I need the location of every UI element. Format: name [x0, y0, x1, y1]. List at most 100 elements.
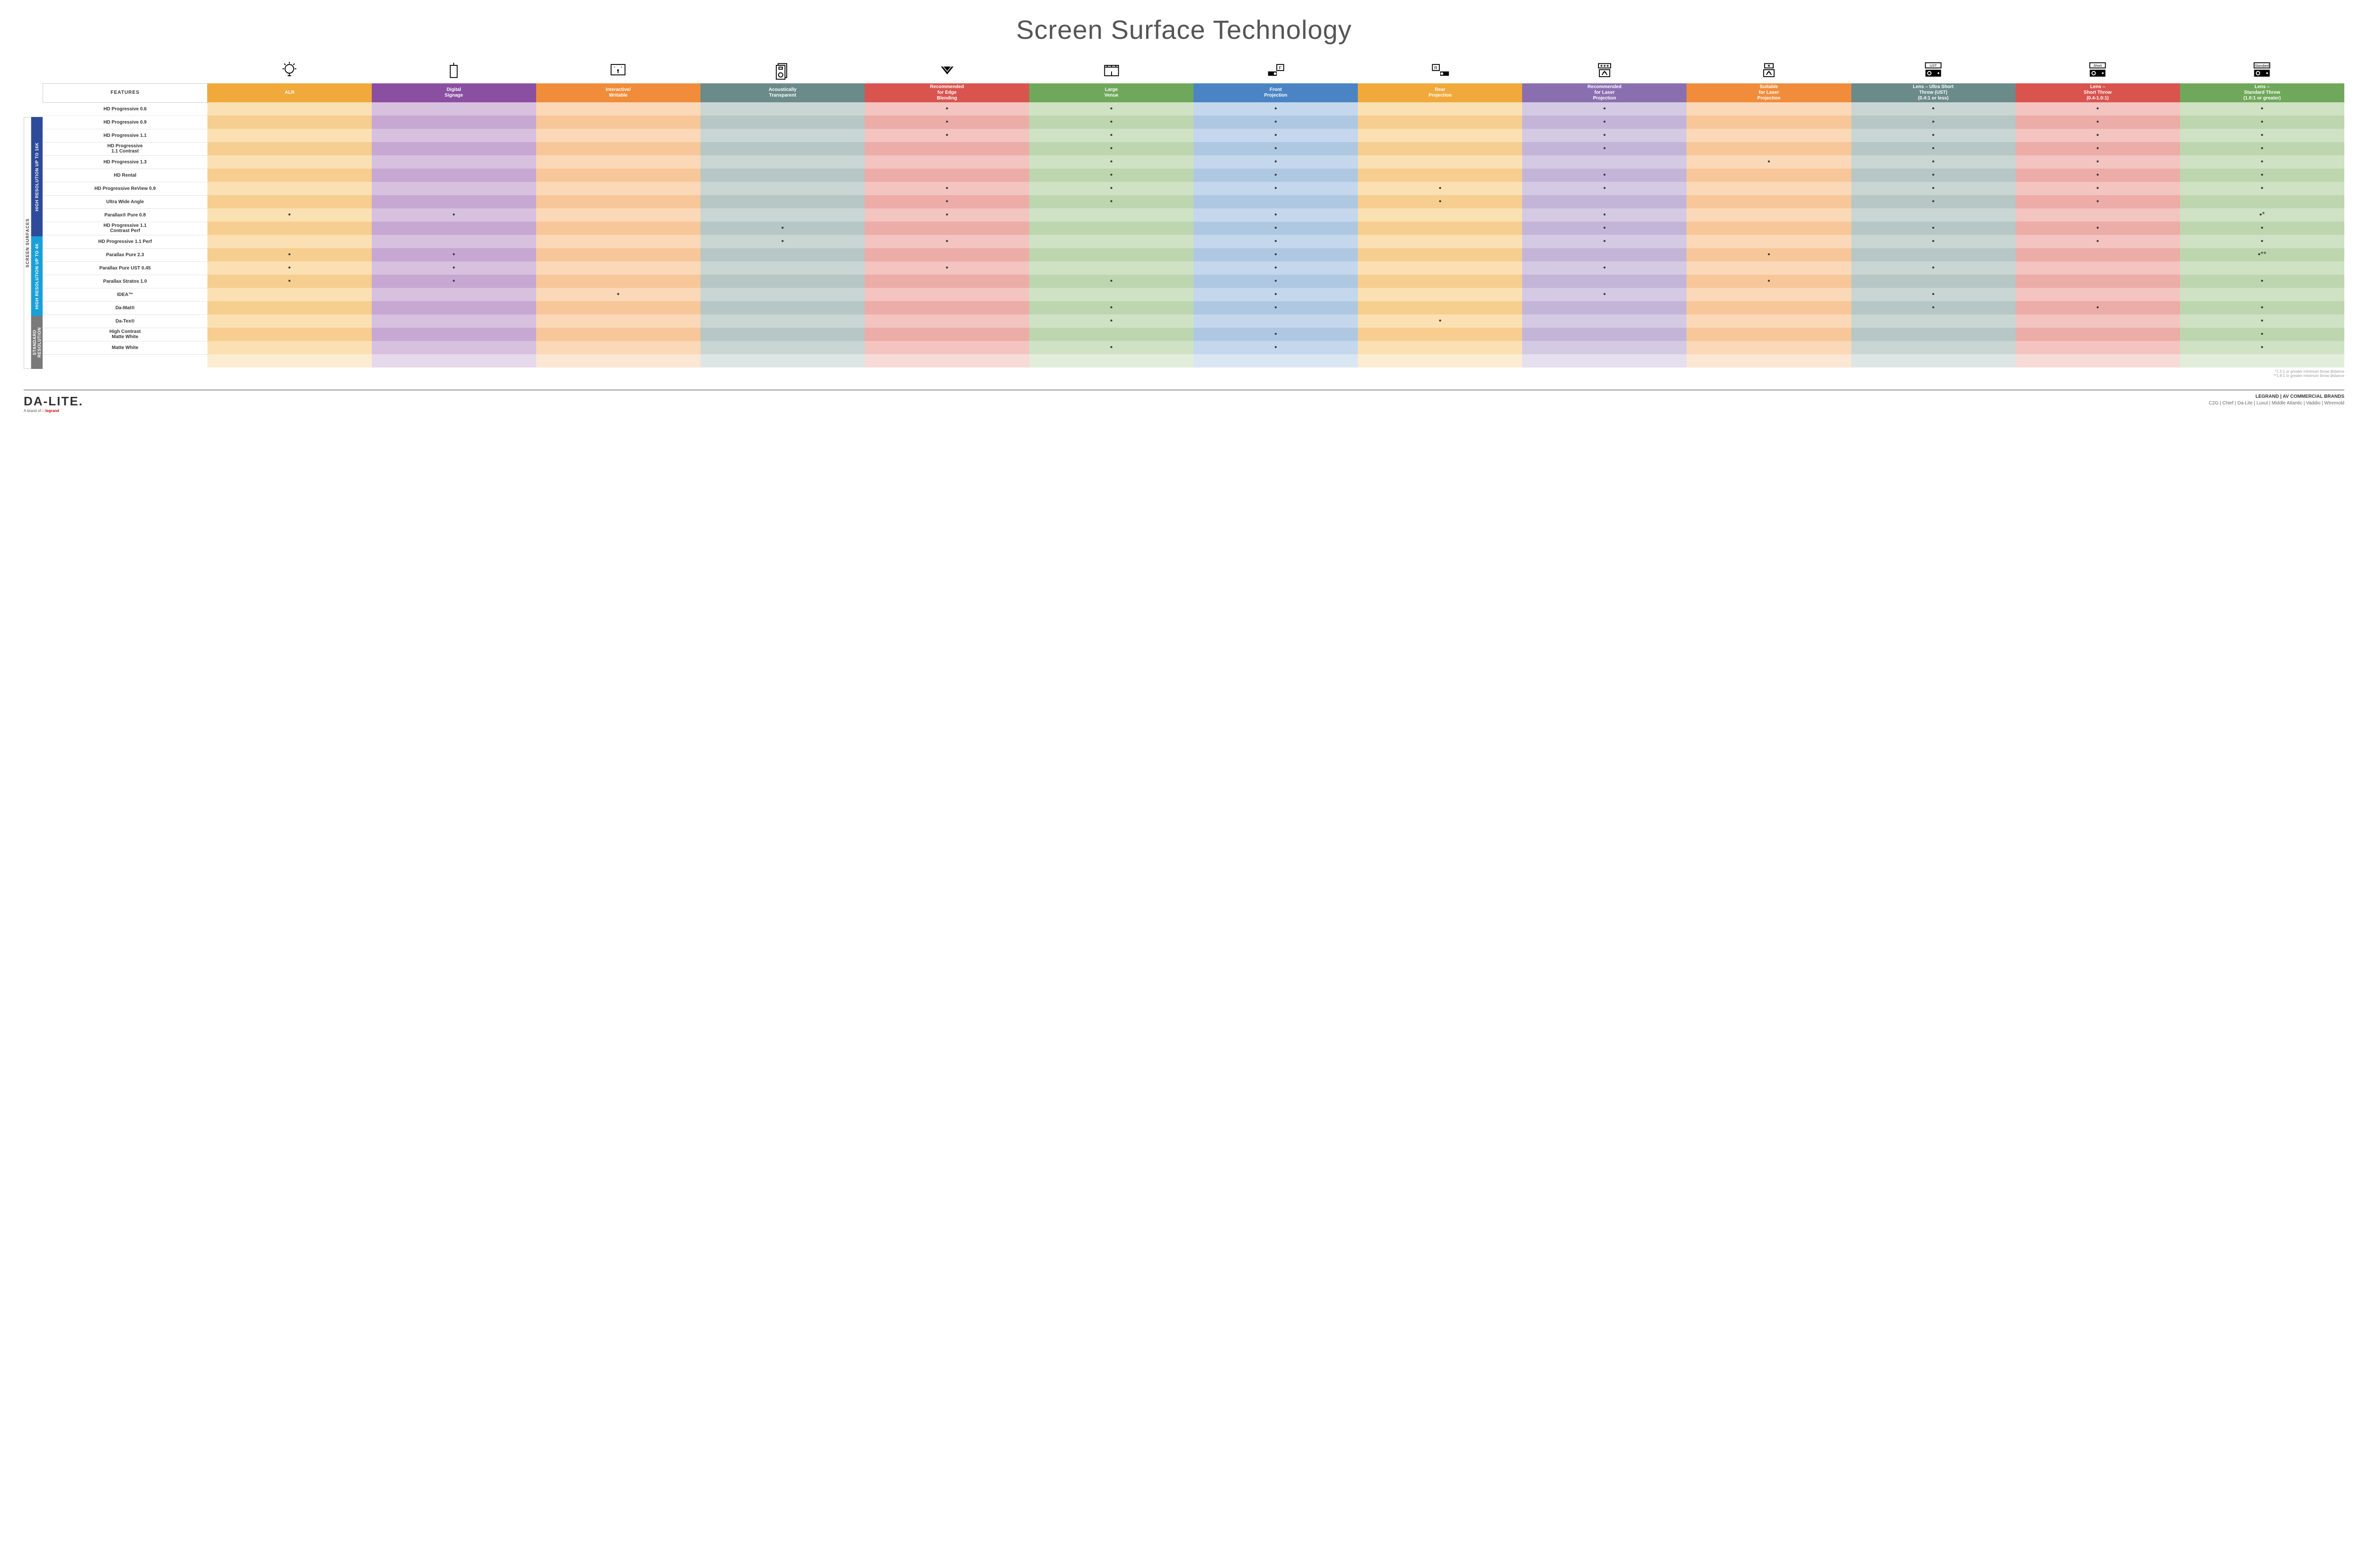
- cell-standard: [2180, 195, 2344, 208]
- cell-acoustic: [700, 275, 865, 288]
- brand-logo-sub: A brand of □ legrand: [24, 409, 83, 413]
- cell-front: •: [1193, 142, 1358, 155]
- cell-signage: [372, 301, 536, 314]
- cell-rec_laser: •: [1522, 208, 1686, 222]
- cell-ust: •: [1851, 195, 2016, 208]
- cell-interactive: [536, 102, 700, 116]
- col-header-rec_laser: Recommendedfor LaserProjection: [1522, 83, 1686, 102]
- cell-standard: •: [2180, 142, 2344, 155]
- cell-signage: [372, 116, 536, 129]
- cell-suit_laser: [1686, 116, 1851, 129]
- cell-suit_laser: [1686, 261, 1851, 275]
- cell-short: •: [2016, 155, 2180, 169]
- cell-acoustic: [700, 208, 865, 222]
- cell-venue: [1029, 235, 1193, 248]
- cell-venue: •: [1029, 301, 1193, 314]
- ust-icon: UST: [1851, 59, 2016, 83]
- cell-ust: •: [1851, 182, 2016, 195]
- cell-signage: [372, 129, 536, 142]
- cell-alr: [207, 155, 372, 169]
- cell-standard: •: [2180, 169, 2344, 182]
- cell-standard: •: [2180, 341, 2344, 354]
- cell-acoustic: [700, 328, 865, 341]
- cell-front: •: [1193, 102, 1358, 116]
- table-row: Parallax® Pure 0.8••••••*: [43, 208, 2345, 222]
- cell-rec_laser: •: [1522, 288, 1686, 301]
- cell-interactive: [536, 142, 700, 155]
- row-label: HD Progressive ReView 0.9: [43, 182, 207, 195]
- cell-suit_laser: [1686, 314, 1851, 328]
- svg-text:R: R: [1434, 65, 1437, 70]
- cell-alr: •: [207, 208, 372, 222]
- cell-rec_laser: [1522, 314, 1686, 328]
- cell-rear: [1358, 102, 1522, 116]
- table-row: Parallax Pure UST 0.45••••••: [43, 261, 2345, 275]
- row-label: Parallax Pure 2.3: [43, 248, 207, 261]
- cell-alr: [207, 314, 372, 328]
- table-row: Parallax Pure 2.3•••••**: [43, 248, 2345, 261]
- row-label: HD Progressive 1.1: [43, 129, 207, 142]
- cell-venue: •: [1029, 142, 1193, 155]
- cell-edge: [865, 169, 1029, 182]
- cell-ust: •: [1851, 222, 2016, 235]
- cell-acoustic: [700, 169, 865, 182]
- cell-rear: [1358, 261, 1522, 275]
- cell-acoustic: [700, 182, 865, 195]
- cell-suit_laser: [1686, 301, 1851, 314]
- cell-rec_laser: •: [1522, 261, 1686, 275]
- svg-text:Short: Short: [2093, 63, 2102, 68]
- cell-acoustic: [700, 314, 865, 328]
- cell-venue: [1029, 208, 1193, 222]
- cell-rec_laser: •: [1522, 142, 1686, 155]
- cell-suit_laser: [1686, 142, 1851, 155]
- cell-venue: [1029, 328, 1193, 341]
- cell-alr: [207, 182, 372, 195]
- cell-ust: •: [1851, 129, 2016, 142]
- cell-rear: [1358, 155, 1522, 169]
- cell-ust: •: [1851, 301, 2016, 314]
- table-row: HD Progressive 0.9•••••••: [43, 116, 2345, 129]
- cell-short: •: [2016, 195, 2180, 208]
- cell-standard: •: [2180, 155, 2344, 169]
- cell-venue: [1029, 248, 1193, 261]
- cell-venue: •: [1029, 314, 1193, 328]
- cell-front: •: [1193, 261, 1358, 275]
- footer-title: LEGRAND | AV COMMERCIAL BRANDS: [2209, 394, 2344, 399]
- cell-rear: [1358, 208, 1522, 222]
- cell-rear: •: [1358, 195, 1522, 208]
- cell-alr: [207, 301, 372, 314]
- svg-text:Standard: Standard: [2255, 63, 2269, 68]
- col-header-standard: Lens –Standard Throw(1.0:1 or greater): [2180, 83, 2344, 102]
- cell-suit_laser: •: [1686, 155, 1851, 169]
- cell-venue: •: [1029, 182, 1193, 195]
- cell-rec_laser: •: [1522, 169, 1686, 182]
- row-label: Ultra Wide Angle: [43, 195, 207, 208]
- cell-alr: [207, 169, 372, 182]
- cell-rec_laser: [1522, 248, 1686, 261]
- cell-edge: •: [865, 129, 1029, 142]
- cell-signage: [372, 235, 536, 248]
- col-header-ust: Lens – Ultra ShortThrow (UST)(0.4:1 or l…: [1851, 83, 2016, 102]
- cell-acoustic: [700, 129, 865, 142]
- cell-acoustic: •: [700, 222, 865, 235]
- cell-venue: •: [1029, 129, 1193, 142]
- cell-edge: •: [865, 208, 1029, 222]
- footnotes: *1.5:1 or greater minimum throw distance…: [43, 369, 2344, 378]
- cell-standard: •: [2180, 314, 2344, 328]
- cell-signage: •: [372, 248, 536, 261]
- side-group-4k: HIGH RESOLUTION UP TO 4K: [31, 236, 43, 316]
- cell-alr: •: [207, 261, 372, 275]
- cell-rear: [1358, 116, 1522, 129]
- cell-ust: [1851, 328, 2016, 341]
- cell-signage: [372, 222, 536, 235]
- row-label: Da-Tex®: [43, 314, 207, 328]
- cell-rear: [1358, 169, 1522, 182]
- cell-rear: •: [1358, 314, 1522, 328]
- cell-signage: •: [372, 275, 536, 288]
- cell-acoustic: [700, 102, 865, 116]
- row-label: HD Rental: [43, 169, 207, 182]
- col-header-alr: ALR: [207, 83, 372, 102]
- cell-suit_laser: [1686, 129, 1851, 142]
- cell-rec_laser: [1522, 155, 1686, 169]
- bulb-icon: [207, 59, 372, 83]
